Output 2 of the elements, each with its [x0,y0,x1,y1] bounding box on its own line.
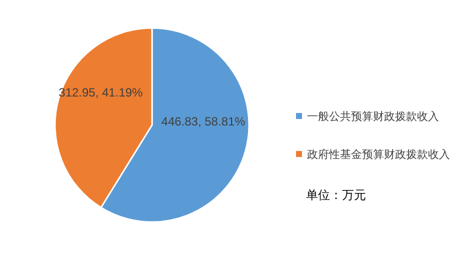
text: 单位：万元 [306,188,366,202]
data-label: 446.83, 58.81% [161,114,246,129]
